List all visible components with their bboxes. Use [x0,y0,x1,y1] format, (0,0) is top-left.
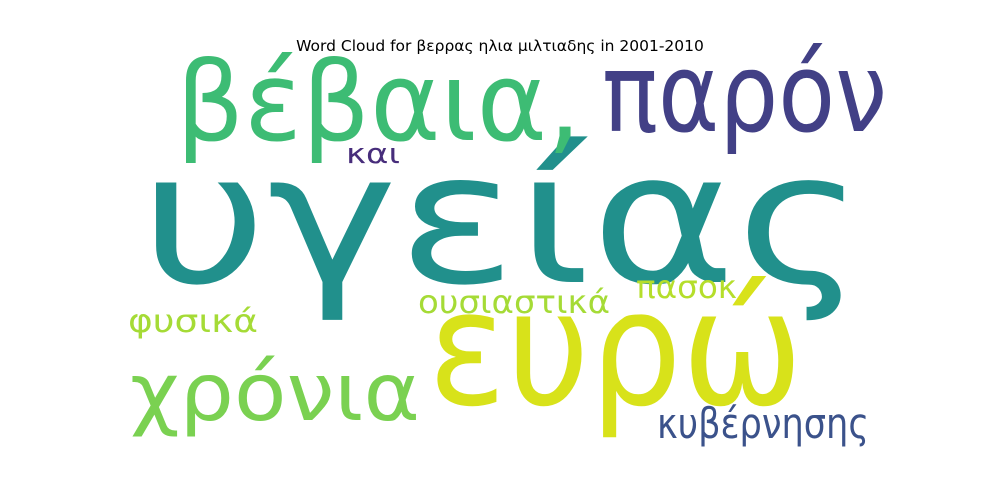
word-8: πασοκ [636,268,737,306]
word-2: βέβαια, [176,38,581,166]
word-6: ουσιαστικά [418,283,610,321]
word-3: παρόν [602,29,887,157]
word-1: ευρώ [428,255,803,442]
word-0: υγείας [140,113,865,325]
chart-title: Word Cloud for βερρας ηλια μιλτιαδης in … [296,37,704,55]
word-5: κυβέρνησης [657,399,869,448]
word-7: φυσικά [128,302,258,340]
word-9: και [346,137,400,170]
word-4: χρόνια [130,346,420,439]
